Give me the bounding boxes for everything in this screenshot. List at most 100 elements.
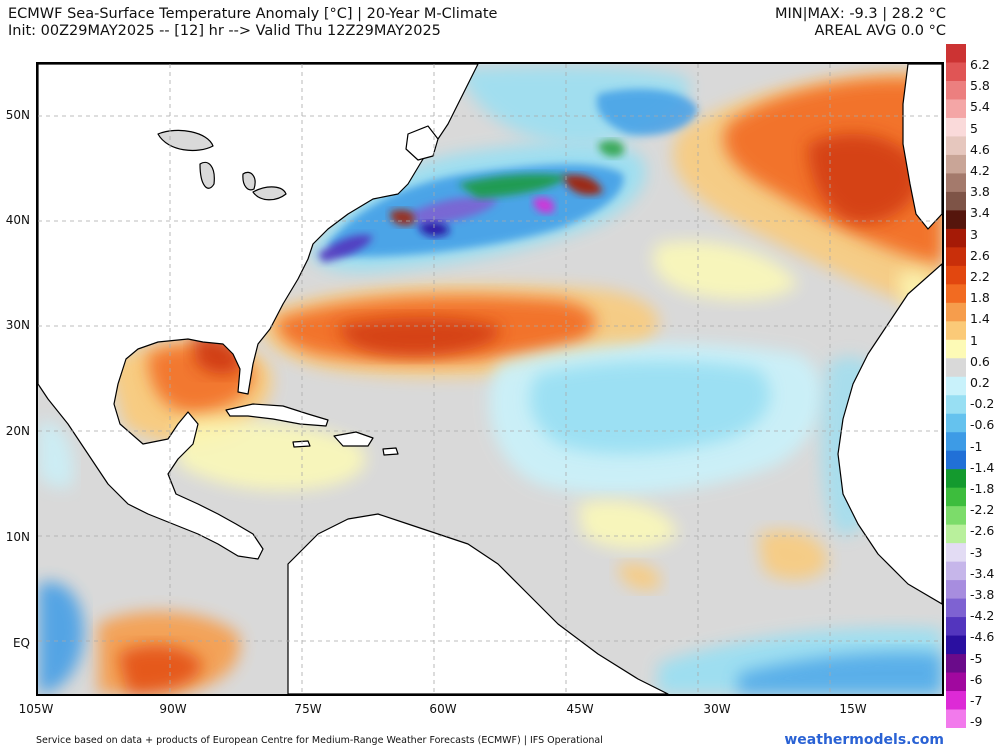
color-scale-swatch	[946, 228, 966, 248]
color-scale-label: -3	[970, 544, 983, 560]
south-america-land	[287, 513, 669, 694]
lat-label-50n: 50N	[5, 108, 30, 122]
color-scale-swatch	[946, 635, 966, 655]
color-scale-swatch	[946, 358, 966, 378]
brand-logo-text: weathermodels.com	[784, 732, 944, 748]
color-scale-swatch	[946, 469, 966, 489]
color-scale-label: 4.2	[970, 163, 990, 178]
color-scale-swatch	[946, 543, 966, 563]
color-scale-label: 2.6	[970, 247, 990, 263]
graticule	[38, 64, 942, 694]
color-scale-swatch	[946, 44, 966, 64]
lat-label-30n: 30N	[5, 318, 30, 332]
color-scale-swatch	[946, 117, 966, 138]
color-scale-swatch	[946, 709, 966, 728]
color-scale-label: -1.8	[970, 481, 995, 496]
color-scale-swatch	[946, 617, 966, 637]
color-scale-swatch	[946, 247, 966, 267]
color-scale-label: 3.8	[970, 184, 990, 200]
color-scale-swatch	[946, 524, 966, 544]
color-scale-swatch	[946, 284, 966, 304]
color-scale-label: 5	[970, 120, 978, 136]
color-scale-label: -4.2	[970, 608, 995, 624]
color-scale-label: -0.6	[970, 417, 995, 433]
lat-label-eq: EQ	[12, 636, 30, 650]
color-scale-swatch	[946, 450, 966, 470]
color-scale-label: -1	[970, 438, 983, 454]
color-scale-label: 5.4	[970, 99, 990, 115]
color-scale-swatch	[946, 62, 966, 82]
color-scale-bar	[946, 44, 966, 728]
africa-land	[837, 263, 942, 605]
color-scale-swatch	[946, 376, 966, 396]
color-scale-swatch	[946, 136, 966, 156]
color-scale-label: -9	[970, 714, 983, 730]
color-scale-label: 1.8	[970, 290, 990, 306]
map-canvas	[38, 64, 942, 694]
land-masses	[38, 64, 942, 694]
color-scale-label: -1.4	[970, 459, 995, 475]
lon-label-30w: 30W	[703, 702, 731, 716]
color-scale-label: -6	[970, 671, 983, 687]
sst-anomaly-field	[38, 66, 942, 694]
north-america-land	[38, 64, 479, 560]
color-scale-label: 5.8	[970, 78, 990, 94]
color-scale-label: -5	[970, 650, 983, 666]
lat-label-40n: 40N	[5, 213, 30, 227]
hispaniola	[333, 431, 374, 447]
color-scale-swatch	[946, 506, 966, 526]
lat-label-20n: 20N	[5, 424, 30, 438]
color-scale-swatch	[946, 154, 966, 175]
min-max-readout: MIN|MAX: -9.3 | 28.2 °C	[774, 6, 946, 22]
color-scale-label: 3.4	[970, 205, 990, 221]
color-scale-swatch	[946, 173, 966, 193]
color-scale-label: 1	[970, 332, 978, 348]
color-scale-swatch	[946, 210, 966, 230]
color-scale-label: -4.6	[970, 629, 995, 645]
lat-label-10n: 10N	[5, 530, 30, 544]
color-scale-swatch	[946, 321, 966, 341]
color-scale-swatch	[946, 302, 966, 322]
color-scale-swatch	[946, 413, 966, 433]
lon-label-105w: 105W	[18, 702, 54, 716]
lon-label-60w: 60W	[429, 702, 457, 716]
areal-average: AREAL AVG 0.0 °C	[814, 23, 946, 39]
great-lakes	[157, 129, 287, 201]
newfoundland	[405, 125, 439, 161]
color-scale-swatch	[946, 654, 966, 674]
lon-label-75w: 75W	[294, 702, 322, 716]
color-scale-swatch	[946, 265, 966, 285]
color-scale-label: -0.2	[970, 396, 995, 412]
lon-label-90w: 90W	[159, 702, 187, 716]
color-scale-swatch	[946, 80, 966, 101]
color-scale-label: 0.2	[970, 375, 990, 390]
color-scale-label: 0.6	[970, 353, 990, 369]
color-scale-swatch	[946, 339, 966, 359]
lon-label-15w: 15W	[839, 702, 867, 716]
color-scale-label: 3	[970, 226, 978, 242]
color-scale-label: -2.6	[970, 523, 995, 539]
jamaica	[292, 440, 311, 448]
cuba	[225, 403, 329, 427]
color-scale-swatch	[946, 99, 966, 119]
color-scale-label: 4.6	[970, 141, 990, 157]
color-scale-label: -3.4	[970, 565, 995, 581]
init-valid-time: Init: 00Z29MAY2025 -- [12] hr --> Valid …	[8, 23, 441, 39]
color-scale-label: 1.4	[970, 311, 990, 327]
map-title: ECMWF Sea-Surface Temperature Anomaly [°…	[8, 6, 498, 22]
color-scale-swatch	[946, 191, 966, 211]
data-attribution: Service based on data + products of Euro…	[36, 735, 603, 746]
color-scale-label: -2.2	[970, 502, 995, 518]
color-scale-label: -3.8	[970, 587, 995, 602]
color-scale-swatch	[946, 691, 966, 711]
iberia-land	[902, 64, 942, 230]
color-scale-label: 2.2	[970, 269, 990, 284]
color-scale-swatch	[946, 561, 966, 581]
color-scale-swatch	[946, 432, 966, 452]
color-scale-label: -7	[970, 693, 983, 708]
color-scale-swatch	[946, 598, 966, 618]
lon-label-45w: 45W	[566, 702, 594, 716]
color-scale-swatch	[946, 580, 966, 600]
sst-anomaly-map	[36, 62, 944, 696]
color-scale-swatch	[946, 487, 966, 507]
